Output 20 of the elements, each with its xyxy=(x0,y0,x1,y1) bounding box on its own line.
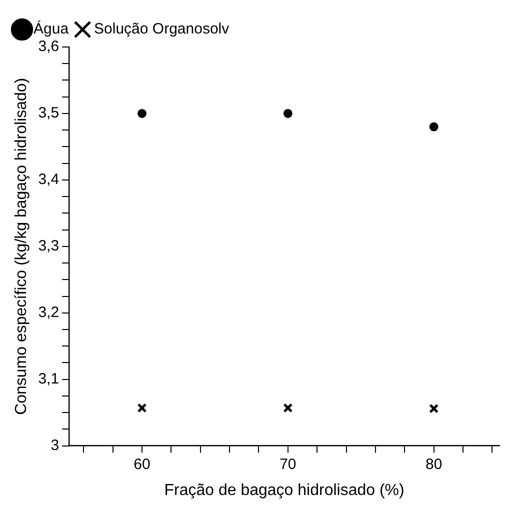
x-axis-title: Fração de bagaço hidrolisado (%) xyxy=(164,482,404,499)
legend-label: Solução Organosolv xyxy=(94,20,230,38)
y-tick-label: 3,2 xyxy=(38,304,60,322)
point xyxy=(429,122,438,132)
legend-label: Água xyxy=(34,20,70,38)
y-tick-label: 3,3 xyxy=(38,238,60,255)
point xyxy=(429,404,439,414)
y-tick-label: 3,5 xyxy=(38,104,60,122)
point xyxy=(138,108,147,118)
y-tick-label: 3,1 xyxy=(38,370,60,388)
y-tick-label: 3 xyxy=(50,436,60,454)
point xyxy=(137,403,147,413)
x-tick-label: 80 xyxy=(425,456,442,473)
y-axis-title: Consumo específico (kg/kg bagaço hidrolisado) xyxy=(13,78,30,415)
x-tick-label: 70 xyxy=(280,456,296,473)
point xyxy=(283,403,293,413)
x-tick-label: 60 xyxy=(134,456,150,473)
y-tick-label: 3,6 xyxy=(38,38,60,56)
y-tick-label: 3,4 xyxy=(38,171,60,188)
point xyxy=(283,108,292,118)
